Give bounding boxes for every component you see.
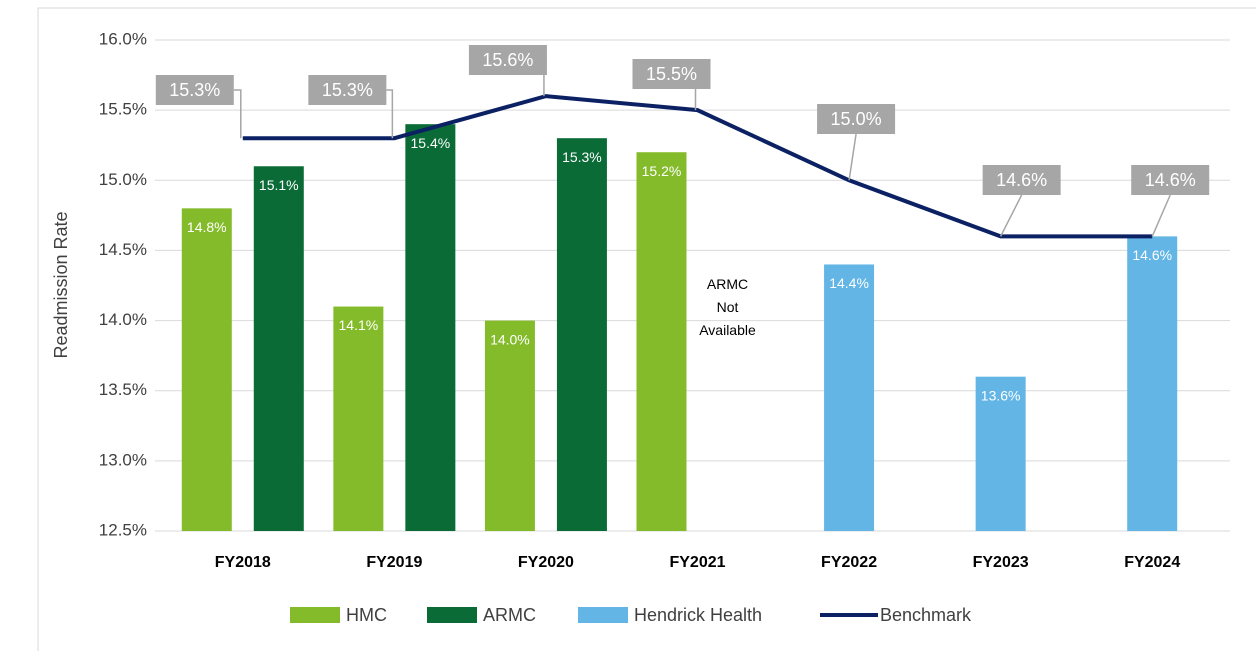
legend-label: Hendrick Health (634, 605, 762, 625)
y-tick-label: 12.5% (99, 520, 147, 539)
label-box (308, 75, 387, 105)
data-label: 15.1% (259, 177, 299, 193)
y-tick-label: 13.5% (99, 380, 147, 399)
annotation-line: Not (717, 299, 739, 315)
data-label: 14.6% (1145, 170, 1196, 190)
x-tick-label: FY2021 (669, 554, 725, 571)
bar (253, 166, 304, 531)
data-label: 15.3% (322, 80, 373, 100)
data-label: 14.6% (996, 170, 1047, 190)
y-tick-label: 14.5% (99, 240, 147, 259)
data-label: 14.6% (1132, 247, 1172, 263)
leader-line (1151, 194, 1171, 237)
bar (1127, 236, 1178, 531)
bar (556, 138, 607, 531)
data-label: 15.0% (831, 109, 882, 129)
y-tick-label: 14.0% (99, 310, 147, 329)
y-tick-label: 15.0% (99, 170, 147, 189)
data-label: 15.2% (642, 163, 682, 179)
bar (405, 124, 456, 532)
leader-line (999, 194, 1023, 237)
bar (181, 208, 232, 532)
label-box (632, 59, 711, 89)
label-box (817, 104, 896, 134)
y-tick-label: 16.0% (99, 29, 147, 48)
benchmark-line (242, 94, 1153, 239)
leader-line (848, 133, 857, 181)
leader-line (233, 89, 242, 139)
data-label: 15.6% (482, 50, 533, 70)
x-tick-label: FY2019 (366, 554, 422, 571)
data-label: 15.5% (646, 64, 697, 84)
frame (37, 7, 1256, 651)
x-tick-label: FY2024 (1124, 554, 1180, 571)
y-tick-label: 15.5% (99, 100, 147, 119)
data-label: 15.3% (169, 80, 220, 100)
annotation-line: ARMC (707, 276, 748, 292)
label-box (1131, 165, 1210, 195)
legend-swatch (290, 607, 340, 623)
leader-line (386, 89, 394, 139)
legend-label: Benchmark (880, 605, 972, 625)
legend-swatch (578, 607, 628, 623)
label-box (468, 45, 547, 75)
data-label: 14.0% (490, 331, 530, 347)
data-label: 15.4% (411, 135, 451, 151)
bar (824, 264, 875, 531)
legend-label: HMC (346, 605, 387, 625)
legend-label: ARMC (483, 605, 536, 625)
data-label: 14.4% (829, 275, 869, 291)
label-box (982, 165, 1061, 195)
annotation-line: Available (699, 322, 756, 338)
y-axis-label: Readmission Rate (51, 211, 71, 358)
data-label: 14.1% (339, 317, 379, 333)
x-tick-label: FY2022 (821, 554, 877, 571)
x-tick-label: FY2023 (973, 554, 1029, 571)
label-box (155, 75, 234, 105)
x-tick-label: FY2018 (215, 554, 271, 571)
bar (636, 152, 687, 531)
annotation: ARMC Not Available (699, 276, 756, 338)
data-label: 15.3% (562, 149, 602, 165)
data-label: 14.8% (187, 219, 227, 235)
bar (484, 320, 535, 531)
bar (975, 376, 1026, 531)
x-tick-label: FY2020 (518, 554, 574, 571)
y-tick-label: 13.0% (99, 450, 147, 469)
bar (333, 306, 384, 531)
legend-swatch (427, 607, 477, 623)
data-label: 13.6% (981, 387, 1021, 403)
